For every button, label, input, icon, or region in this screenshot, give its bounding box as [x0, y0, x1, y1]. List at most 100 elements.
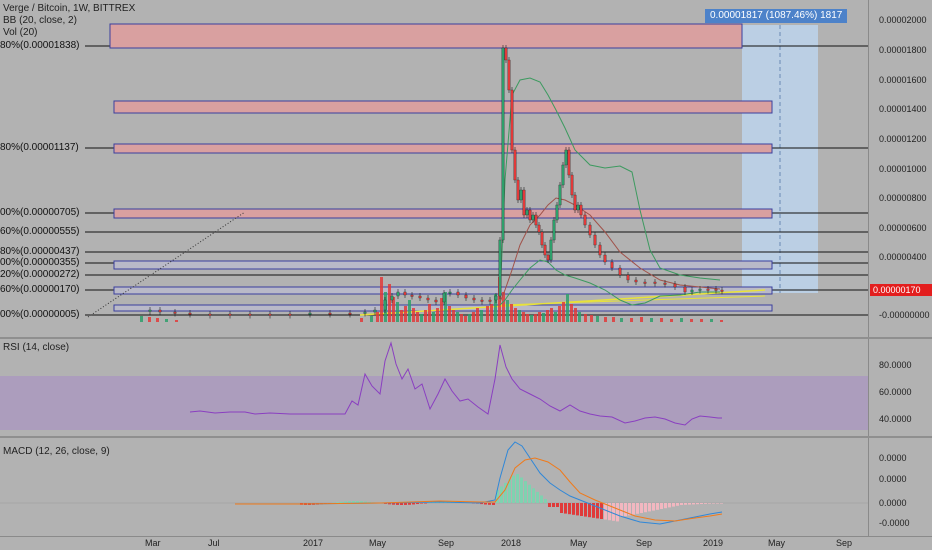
vol-indicator-label[interactable]: Vol (20): [3, 27, 38, 38]
volume-bars: [140, 277, 723, 322]
fib-label: 20%(0.00000272): [0, 269, 80, 280]
macd-hist-bar: [632, 503, 635, 515]
macd-hist-bar: [680, 503, 683, 505]
candle: [588, 224, 592, 236]
volume-bar: [460, 314, 463, 322]
volume-bar: [476, 308, 479, 322]
macd-hist-bar: [408, 503, 411, 505]
macd-hist-bar: [624, 503, 627, 517]
macd-hist-bar: [644, 503, 647, 513]
macd-hist-bar: [668, 503, 671, 508]
macd-hist-bar: [688, 503, 691, 505]
macd-hist-bar: [420, 503, 423, 504]
candle: [683, 286, 687, 293]
time-tick: 2017: [303, 538, 324, 548]
volume-bar: [550, 308, 553, 322]
macd-hist-bar: [544, 499, 547, 503]
macd-axis[interactable]: 0.0000 0.0000 0.0000 -0.0000: [868, 438, 932, 536]
candle: [418, 295, 422, 299]
macd-hist-bar: [564, 503, 567, 514]
rsi-legend[interactable]: RSI (14, close): [3, 342, 70, 353]
macd-hist-bar: [480, 503, 483, 505]
volume-bar: [416, 312, 419, 322]
bb-upper: [499, 77, 721, 301]
volume-bar: [660, 318, 663, 322]
candle: [528, 209, 532, 221]
measure-tag[interactable]: 0.00001817 (1087.46%) 1817: [705, 9, 848, 23]
macd-hist-bar: [536, 491, 539, 503]
bb-indicator-label[interactable]: BB (20, close, 2): [3, 15, 77, 26]
candle: [558, 184, 562, 206]
candle: [363, 311, 367, 314]
macd-hist-bar: [532, 488, 535, 503]
macd-hist-bar: [588, 503, 591, 518]
volume-bar: [448, 306, 451, 322]
volume-bar: [612, 317, 615, 322]
volume-bar: [380, 277, 383, 322]
rsi-axis[interactable]: 80.0000 60.0000 40.0000: [868, 339, 932, 436]
time-tick: May: [570, 538, 588, 548]
volume-bar: [420, 314, 423, 322]
macd-hist-bar: [492, 503, 495, 505]
rsi-line: [189, 341, 722, 426]
candle: [513, 149, 517, 181]
rsi-tick: 60.0000: [879, 387, 912, 397]
volume-bar: [590, 315, 593, 322]
volume-bar: [452, 310, 455, 322]
candle: [561, 164, 565, 186]
volume-bar: [175, 320, 178, 322]
pane-divider[interactable]: [0, 436, 932, 438]
volume-bar: [542, 313, 545, 322]
candle: [537, 224, 541, 233]
macd-hist-bar: [616, 503, 619, 522]
price-tick: 0.00001400: [879, 104, 927, 114]
volume-bar: [640, 317, 643, 322]
price-chart[interactable]: [0, 0, 868, 337]
candle: [534, 214, 538, 226]
candle: [498, 239, 502, 297]
rsi-pane[interactable]: RSI (14, close): [0, 339, 868, 436]
macd-hist-bar: [416, 503, 419, 505]
volume-bar: [400, 310, 403, 322]
macd-hist-bar: [560, 503, 563, 513]
price-pane[interactable]: Verge / Bitcoin, 1W, BITTREX BB (20, clo…: [0, 0, 868, 337]
time-tick: Sep: [636, 538, 653, 548]
candle: [618, 267, 622, 276]
candle: [540, 231, 544, 246]
macd-hist-bar: [336, 502, 339, 503]
bb-lower: [499, 259, 720, 306]
macd-chart[interactable]: [0, 438, 868, 536]
macd-hist-bar: [660, 503, 663, 509]
macd-hist-bar: [388, 503, 391, 505]
fib-label: 80%(0.00001838): [0, 40, 80, 51]
macd-legend[interactable]: MACD (12, 26, close, 9): [3, 446, 110, 457]
candle: [643, 281, 647, 284]
price-axis[interactable]: 0.00002000 0.00001800 0.00001600 0.00001…: [868, 0, 932, 337]
time-tick: May: [768, 538, 786, 548]
volume-bar: [510, 304, 513, 322]
macd-pane[interactable]: MACD (12, 26, close, 9): [0, 438, 868, 536]
candle: [522, 189, 526, 216]
macd-hist-bar: [664, 503, 667, 509]
candle: [555, 204, 559, 221]
price-tick: 0.00000400: [879, 252, 927, 262]
candle: [228, 313, 232, 316]
macd-hist-bar: [628, 503, 631, 516]
rsi-chart[interactable]: [0, 339, 868, 436]
pane-divider[interactable]: [0, 337, 932, 339]
candle: [456, 291, 460, 296]
candle: [501, 47, 505, 241]
time-axis[interactable]: [0, 536, 932, 550]
macd-hist-bar: [384, 503, 387, 504]
macd-hist-bar: [368, 501, 371, 503]
candle: [173, 311, 177, 314]
fib-zone-1400: [113, 100, 773, 114]
fib-label: 00%(0.00000705): [0, 207, 80, 218]
macd-hist-bar: [412, 503, 415, 505]
rsi-tick: 40.0000: [879, 414, 912, 424]
fib-zone-1137: [113, 143, 773, 154]
macd-hist-bar: [620, 503, 623, 517]
macd-hist-bar: [656, 503, 659, 510]
macd-hist-bar: [424, 503, 427, 504]
candle: [480, 299, 484, 302]
